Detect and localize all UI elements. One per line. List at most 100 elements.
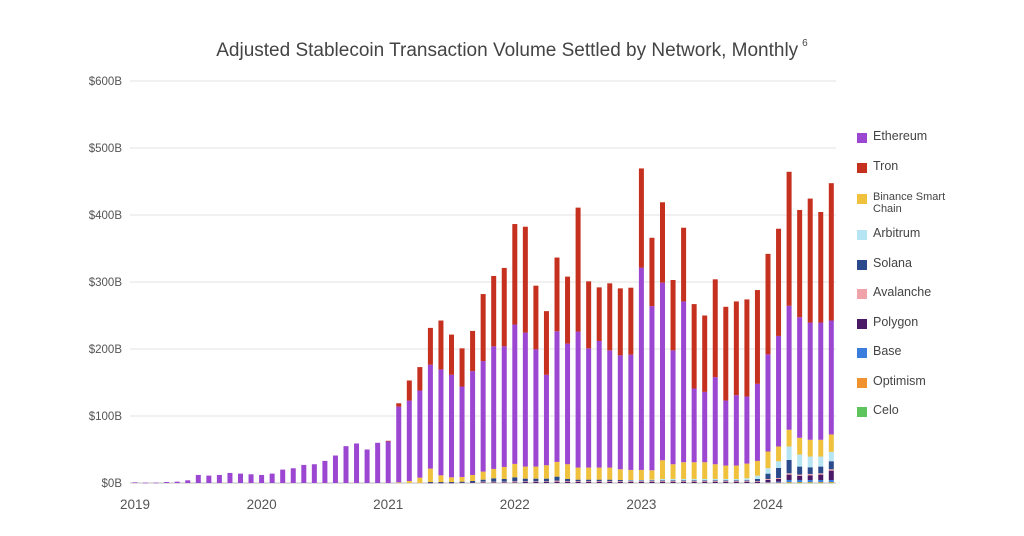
- bar-segment-avalanche[interactable]: [733, 480, 739, 482]
- bar-segment-arbitrum[interactable]: [797, 454, 803, 467]
- bar-stack-2022-11[interactable]: [617, 288, 623, 483]
- bar-stack-2022-07[interactable]: [575, 207, 581, 483]
- bar-segment-tron[interactable]: [744, 299, 750, 397]
- bar-segment-ethereum[interactable]: [754, 383, 760, 461]
- bar-segment-tron[interactable]: [691, 304, 697, 389]
- bar-stack-2019-01[interactable]: [132, 482, 138, 483]
- bar-segment-solana[interactable]: [459, 481, 465, 483]
- bar-segment-ethereum[interactable]: [765, 354, 771, 452]
- bar-segment-ethereum[interactable]: [164, 481, 170, 483]
- bar-segment-arbitrum[interactable]: [670, 478, 676, 481]
- bar-segment-arbitrum[interactable]: [818, 456, 824, 467]
- bar-stack-2020-04[interactable]: [290, 468, 296, 483]
- bar-stack-2021-09[interactable]: [470, 330, 476, 483]
- bar-stack-2023-03[interactable]: [660, 202, 665, 483]
- bar-segment-ethereum[interactable]: [195, 474, 201, 483]
- bar-segment-binance-smart-chain[interactable]: [438, 475, 444, 482]
- bar-stack-2020-01[interactable]: [259, 474, 265, 483]
- bar-segment-ethereum[interactable]: [512, 324, 518, 464]
- bar-segment-tron[interactable]: [417, 367, 423, 391]
- bar-segment-ethereum[interactable]: [354, 443, 360, 483]
- bar-segment-polygon[interactable]: [765, 479, 771, 482]
- bar-segment-arbitrum[interactable]: [786, 446, 792, 460]
- bar-segment-tron[interactable]: [385, 440, 391, 442]
- bar-segment-tron[interactable]: [565, 276, 571, 344]
- legend-item-tron[interactable]: Tron: [857, 160, 898, 173]
- bar-segment-binance-smart-chain[interactable]: [480, 471, 486, 480]
- bar-segment-solana[interactable]: [754, 478, 760, 481]
- bar-segment-tron[interactable]: [470, 330, 476, 372]
- bar-stack-2022-03[interactable]: [533, 285, 539, 483]
- bar-segment-optimism[interactable]: [828, 481, 834, 483]
- bar-segment-polygon[interactable]: [702, 481, 708, 483]
- bar-segment-ethereum[interactable]: [185, 480, 191, 483]
- bar-segment-avalanche[interactable]: [512, 481, 518, 483]
- bar-segment-ethereum[interactable]: [375, 442, 381, 483]
- bar-stack-2019-02[interactable]: [143, 482, 149, 484]
- bar-segment-binance-smart-chain[interactable]: [396, 482, 402, 483]
- bar-segment-binance-smart-chain[interactable]: [733, 465, 739, 479]
- bar-segment-tron[interactable]: [427, 327, 433, 365]
- bar-segment-ethereum[interactable]: [543, 374, 549, 466]
- bar-stack-2020-11[interactable]: [364, 449, 370, 484]
- bar-segment-solana[interactable]: [744, 480, 750, 481]
- bar-segment-tron[interactable]: [491, 275, 497, 347]
- bar-segment-solana[interactable]: [807, 467, 813, 474]
- bar-segment-ethereum[interactable]: [828, 320, 834, 435]
- bar-segment-binance-smart-chain[interactable]: [501, 466, 507, 479]
- bar-stack-2019-07[interactable]: [195, 474, 201, 483]
- bar-segment-binance-smart-chain[interactable]: [596, 467, 602, 480]
- bar-segment-ethereum[interactable]: [491, 346, 497, 469]
- bar-segment-avalanche[interactable]: [607, 480, 613, 482]
- bar-segment-avalanche[interactable]: [828, 469, 834, 471]
- bar-segment-solana[interactable]: [543, 478, 549, 482]
- bar-segment-avalanche[interactable]: [649, 480, 655, 482]
- bar-stack-2022-12[interactable]: [628, 287, 634, 483]
- bar-segment-solana[interactable]: [818, 466, 824, 474]
- bar-segment-polygon[interactable]: [480, 482, 486, 483]
- bar-segment-avalanche[interactable]: [776, 477, 782, 479]
- bar-stack-2021-08[interactable]: [459, 348, 465, 483]
- bar-segment-tron[interactable]: [828, 183, 834, 321]
- bar-segment-tron[interactable]: [818, 211, 824, 323]
- bar-stack-2023-04[interactable]: [670, 279, 676, 483]
- bar-segment-solana[interactable]: [712, 480, 718, 481]
- bar-segment-ethereum[interactable]: [427, 364, 433, 469]
- bar-segment-binance-smart-chain[interactable]: [754, 460, 760, 476]
- bar-segment-ethereum[interactable]: [174, 481, 180, 483]
- bar-segment-optimism[interactable]: [776, 482, 782, 484]
- bar-segment-solana[interactable]: [554, 476, 560, 481]
- legend-item-base[interactable]: Base: [857, 345, 902, 358]
- bar-segment-polygon[interactable]: [565, 481, 571, 483]
- bar-segment-tron[interactable]: [533, 285, 539, 350]
- bar-stack-2020-12[interactable]: [375, 442, 381, 483]
- bar-segment-binance-smart-chain[interactable]: [765, 451, 771, 469]
- bar-segment-polygon[interactable]: [543, 481, 549, 483]
- bar-segment-solana[interactable]: [491, 478, 497, 482]
- bar-stack-2019-10[interactable]: [227, 472, 233, 483]
- bar-segment-binance-smart-chain[interactable]: [670, 464, 676, 479]
- bar-segment-polygon[interactable]: [491, 482, 497, 483]
- bar-segment-polygon[interactable]: [786, 474, 792, 480]
- bar-segment-solana[interactable]: [565, 478, 571, 481]
- bar-segment-tron[interactable]: [786, 171, 792, 306]
- bar-segment-avalanche[interactable]: [797, 474, 803, 476]
- bar-segment-tron[interactable]: [449, 334, 454, 375]
- bar-segment-avalanche[interactable]: [765, 478, 771, 480]
- bar-segment-arbitrum[interactable]: [776, 461, 782, 468]
- bar-segment-binance-smart-chain[interactable]: [470, 474, 476, 481]
- bar-stack-2024-06[interactable]: [818, 211, 824, 484]
- bar-segment-polygon[interactable]: [470, 482, 476, 483]
- bar-segment-polygon[interactable]: [670, 481, 676, 483]
- bar-segment-binance-smart-chain[interactable]: [681, 462, 687, 479]
- bar-segment-ethereum[interactable]: [733, 395, 739, 466]
- bar-segment-ethereum[interactable]: [322, 460, 328, 483]
- bar-segment-avalanche[interactable]: [712, 480, 718, 482]
- bar-segment-polygon[interactable]: [607, 481, 613, 483]
- bar-segment-ethereum[interactable]: [744, 396, 750, 464]
- bar-segment-arbitrum[interactable]: [681, 478, 687, 481]
- bar-segment-solana[interactable]: [575, 479, 581, 481]
- bar-segment-ethereum[interactable]: [206, 475, 212, 483]
- bar-segment-solana[interactable]: [723, 480, 729, 481]
- bar-stack-2023-11[interactable]: [744, 299, 750, 483]
